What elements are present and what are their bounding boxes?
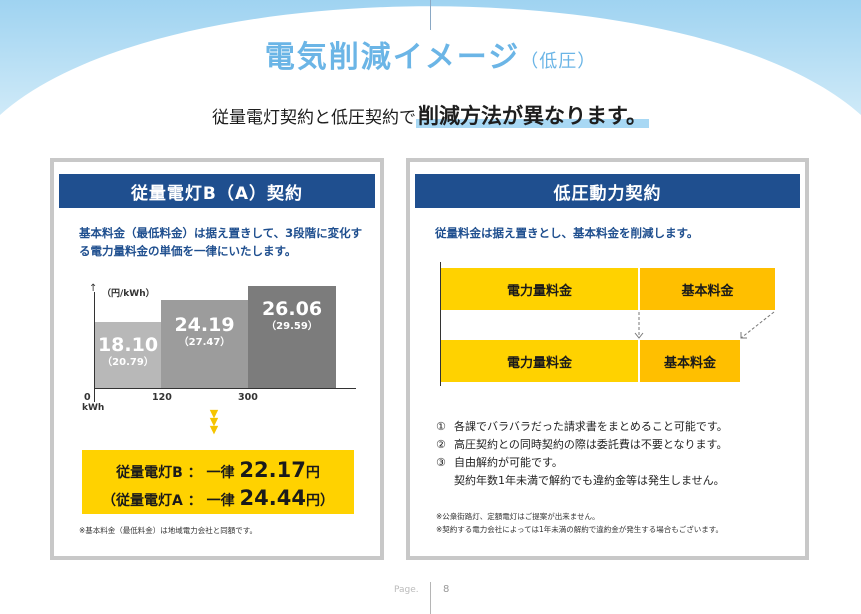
top-divider bbox=[430, 0, 431, 30]
flat-rate-result: 従量電灯B ： 一律 22.17円 （従量電灯A ： 一律 24.44円） bbox=[82, 450, 354, 514]
note-num-2: ② bbox=[436, 438, 446, 451]
stack-baseline bbox=[440, 262, 441, 386]
bar-paren-2: （27.47） bbox=[178, 337, 231, 348]
x-axis-unit: kWh bbox=[82, 403, 105, 413]
subtitle-lead: 従量電灯契約と低圧契約で bbox=[212, 108, 417, 128]
chart-bar-3 bbox=[248, 286, 336, 388]
result-line2-label: （従量電灯A ： 一律 bbox=[102, 493, 240, 509]
right-panel-description: 従量料金は据え置きとし、基本料金を削減します。 bbox=[435, 226, 699, 240]
bar-value-3: 26.06 bbox=[261, 298, 323, 320]
left-panel-header: 従量電灯B（A）契約 bbox=[59, 174, 375, 208]
bar-paren-1: （20.79） bbox=[102, 357, 154, 368]
x-tick-300: 300 bbox=[238, 392, 258, 403]
chart-bar-label-2: 24.19 （27.47） bbox=[161, 314, 248, 350]
note-item-3: ③ 自由解約が可能です。 bbox=[436, 454, 728, 472]
subtitle-emphasis: 削減方法が異なります。 bbox=[416, 104, 649, 128]
y-axis-arrow-icon: ↑ bbox=[89, 283, 98, 294]
note-num-1: ① bbox=[436, 420, 446, 433]
before-base-charge-block: 基本料金 bbox=[640, 268, 775, 310]
note-item-1: ① 各課でバラバラだった請求書をまとめること可能です。 bbox=[436, 418, 728, 436]
note-text-1: 各課でバラバラだった請求書をまとめること可能です。 bbox=[454, 420, 728, 433]
result-line-1: 従量電灯B ： 一律 22.17円 bbox=[82, 458, 354, 482]
reduction-dashed-arrows bbox=[634, 311, 775, 339]
bottom-divider bbox=[430, 582, 431, 614]
benefit-notes: ① 各課でバラバラだった請求書をまとめること可能です。 ② 高圧契約との同時契約の際… bbox=[436, 418, 728, 490]
page-title-main: 電気削減イメージ bbox=[264, 40, 521, 75]
note-item-2: ② 高圧契約との同時契約の際は委託費は不要となります。 bbox=[436, 436, 728, 454]
page-subtitle: 従量電灯契約と低圧契約で削減方法が異なります。 bbox=[0, 100, 861, 130]
y-axis bbox=[94, 292, 95, 402]
rate-chart: ↑ （円/kWh） 18.10 （20.79） 24.19 （27.47） 26… bbox=[74, 272, 374, 422]
chart-bar-label-1: 18.10 （20.79） bbox=[95, 334, 161, 370]
after-base-charge-block: 基本料金 bbox=[640, 340, 740, 382]
result-line2-value: 24.44 bbox=[239, 486, 306, 510]
right-footnote-2: ※契約する電力会社によっては1年未満の解約で違約金が発生する場合もございます。 bbox=[436, 525, 724, 534]
page-number: 8 bbox=[443, 584, 450, 595]
result-line2-unit: 円） bbox=[305, 493, 334, 509]
page-title-sub: （低圧） bbox=[520, 51, 597, 72]
bar-paren-3: （29.59） bbox=[266, 321, 318, 332]
x-axis bbox=[94, 388, 356, 389]
result-line-2: （従量電灯A ： 一律 24.44円） bbox=[82, 486, 354, 510]
chart-bar-label-3: 26.06 （29.59） bbox=[248, 298, 336, 334]
chart-unit-label: （円/kWh） bbox=[102, 289, 155, 299]
left-panel: 従量電灯B（A）契約 基本料金（最低料金）は据え置きして、3段階に変化する電力量… bbox=[50, 158, 384, 560]
note-item-3-continued: 契約年数1年未満で解約でも違約金等は発生しません。 bbox=[454, 474, 725, 487]
page-title: 電気削減イメージ（低圧） bbox=[0, 32, 861, 76]
chart-bar-1 bbox=[95, 322, 161, 388]
before-energy-charge-block: 電力量料金 bbox=[441, 268, 638, 310]
down-chevrons-icon: ▼ ▼ ▼ bbox=[209, 407, 219, 436]
note-text-2: 高圧契約との同時契約の際は委託費は不要となります。 bbox=[454, 438, 728, 451]
right-panel: 低圧動力契約 従量料金は据え置きとし、基本料金を削減します。 電力量料金 基本料… bbox=[406, 158, 809, 560]
x-tick-120: 120 bbox=[152, 392, 172, 403]
bar-value-1: 18.10 bbox=[97, 334, 159, 356]
chart-bar-2 bbox=[161, 300, 248, 388]
right-footnote-1: ※公衆街路灯、定額電灯はご提案が出来ません。 bbox=[436, 512, 600, 521]
left-footnote: ※基本料金（最低料金）は地域電力会社と同額です。 bbox=[79, 526, 258, 535]
note-num-3: ③ bbox=[436, 456, 446, 469]
after-energy-charge-block: 電力量料金 bbox=[441, 340, 638, 382]
note-text-3: 自由解約が可能です。 bbox=[454, 456, 563, 469]
bar-value-2: 24.19 bbox=[174, 314, 235, 336]
result-line1-value: 22.17 bbox=[239, 458, 306, 482]
right-footnotes: ※公衆街路灯、定額電灯はご提案が出来ません。 ※契約する電力会社によっては1年未… bbox=[436, 510, 723, 536]
result-line1-label: 従量電灯B ： 一律 bbox=[116, 465, 240, 481]
left-panel-description: 基本料金（最低料金）は据え置きして、3段階に変化する電力量料金の単価を一律にいた… bbox=[79, 226, 363, 258]
right-panel-header: 低圧動力契約 bbox=[415, 174, 800, 208]
x-tick-0: 0 bbox=[84, 392, 91, 403]
page-label: Page. bbox=[394, 585, 419, 595]
result-line1-unit: 円 bbox=[305, 465, 320, 481]
